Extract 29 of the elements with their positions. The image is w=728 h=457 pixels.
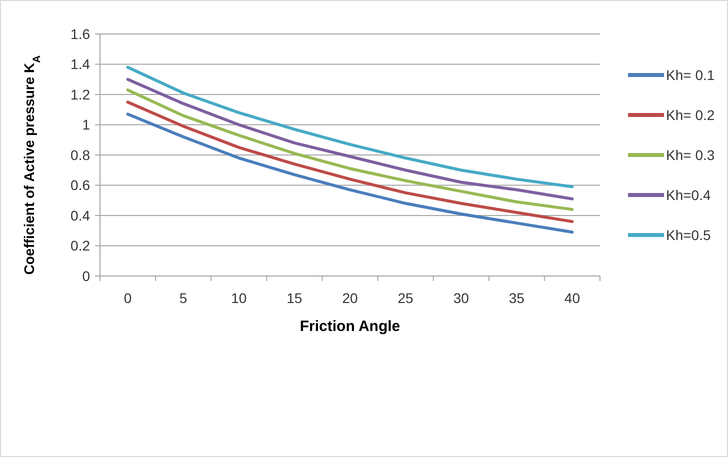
line-series: [126, 112, 574, 234]
x-tick-label: 15: [286, 290, 302, 306]
x-tick-label: 10: [231, 290, 247, 306]
x-tick-label: 25: [398, 290, 414, 306]
legend-label: Kh= 0.3: [666, 146, 715, 163]
x-tick-label: 30: [453, 290, 470, 306]
y-tick-label: 0.6: [70, 177, 90, 194]
x-axis-title: Friction Angle: [300, 318, 400, 335]
y-tick-label: 1.2: [70, 86, 90, 102]
x-tick-label: 5: [179, 290, 188, 306]
y-tick-label: 0.8: [70, 146, 90, 163]
legend-label: Kh=0.4: [666, 186, 711, 203]
line-series: [126, 66, 574, 188]
y-tick-label: 0.4: [70, 207, 90, 224]
y-tick-label: 1.4: [70, 56, 90, 72]
legend-label: Kh= 0.2: [666, 106, 715, 123]
x-tick-label: 35: [508, 290, 525, 306]
y-tick-label: 0.2: [70, 238, 90, 254]
line-series: [126, 100, 574, 224]
y-tick-label: 0: [82, 268, 90, 284]
legend-label: Kh= 0.1: [666, 66, 715, 83]
y-tick-label: 1.6: [70, 26, 90, 42]
x-tick-label: 20: [342, 290, 358, 306]
line-series: [126, 88, 574, 211]
x-tick-label: 0: [124, 290, 132, 306]
line-series: [126, 78, 574, 200]
legend-label: Kh=0.5: [666, 226, 711, 243]
y-tick-label: 1: [82, 116, 90, 133]
x-tick-label: 40: [564, 290, 580, 306]
